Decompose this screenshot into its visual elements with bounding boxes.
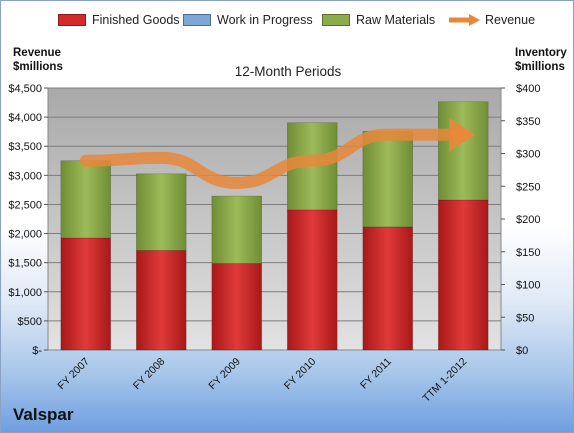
bar-raw-materials [362,130,413,228]
x-tick-label: FY 2011 [358,356,394,392]
legend-label: Finished Goods [92,13,180,27]
legend-revenue: Revenue [447,13,535,27]
left-tick-label: $4,500 [8,83,42,95]
bar-finished-goods [211,263,262,351]
bar-finished-goods [362,226,413,351]
left-tick-label: $3,000 [8,170,42,182]
bar-finished-goods [136,250,187,351]
revenue-line [79,128,470,189]
right-tick-label: $350 [516,116,540,128]
bar-finished-goods [438,199,489,351]
chart-title: 12-Month Periods [234,64,342,79]
right-tick-label: $200 [516,214,540,226]
x-tick-label: FY 2008 [131,356,168,393]
right-tick-label: $150 [516,247,540,259]
right-tick-label: $250 [516,181,540,193]
left-tick-label: $500 [18,316,42,328]
revenue-arrowhead [449,117,476,152]
right-tick-label: $0 [516,345,528,357]
legend-swatch [58,14,86,26]
bar-raw-materials [136,173,187,251]
legend-swatch [183,14,211,26]
right-tick-label: $50 [516,312,534,324]
legend-finished-goods: Finished Goods [58,13,180,27]
bar-raw-materials [60,160,111,239]
left-tick-label: $4,000 [8,112,42,124]
left-tick-label: $1,000 [8,287,42,299]
left-tick-label: $- [32,345,42,357]
bar-raw-materials [211,195,262,264]
left-axis-title: Revenue $millions [13,47,63,73]
right-tick-label: $400 [516,83,540,95]
legend-swatch [322,14,350,26]
plot-background [47,87,502,351]
legend-work-in-progress: Work in Progress [183,13,313,27]
x-tick-label: FY 2009 [206,356,243,393]
x-tick-label: TTM 1-2012 [420,356,469,405]
left-tick-label: $1,500 [8,258,42,270]
right-tick-label: $100 [516,280,540,292]
bar-finished-goods [287,209,338,351]
left-tick-label: $2,000 [8,229,42,241]
legend-arrow-icon [449,14,480,26]
legend-label: Revenue [485,13,536,27]
x-tick-label: FY 2010 [282,356,319,393]
bar-raw-materials [438,101,489,201]
left-tick-label: $3,500 [8,141,42,153]
left-tick-label: $2,500 [8,199,42,211]
legend-raw-materials: Raw Materials [322,13,435,27]
legend-label: Raw Materials [356,13,436,27]
legend-label: Work in Progress [217,13,313,27]
right-axis-title: Inventory $millions [515,47,567,73]
x-tick-label: FY 2007 [55,356,92,393]
bar-finished-goods [60,237,111,351]
company-name: Valspar [13,405,74,424]
right-tick-label: $300 [516,149,540,161]
